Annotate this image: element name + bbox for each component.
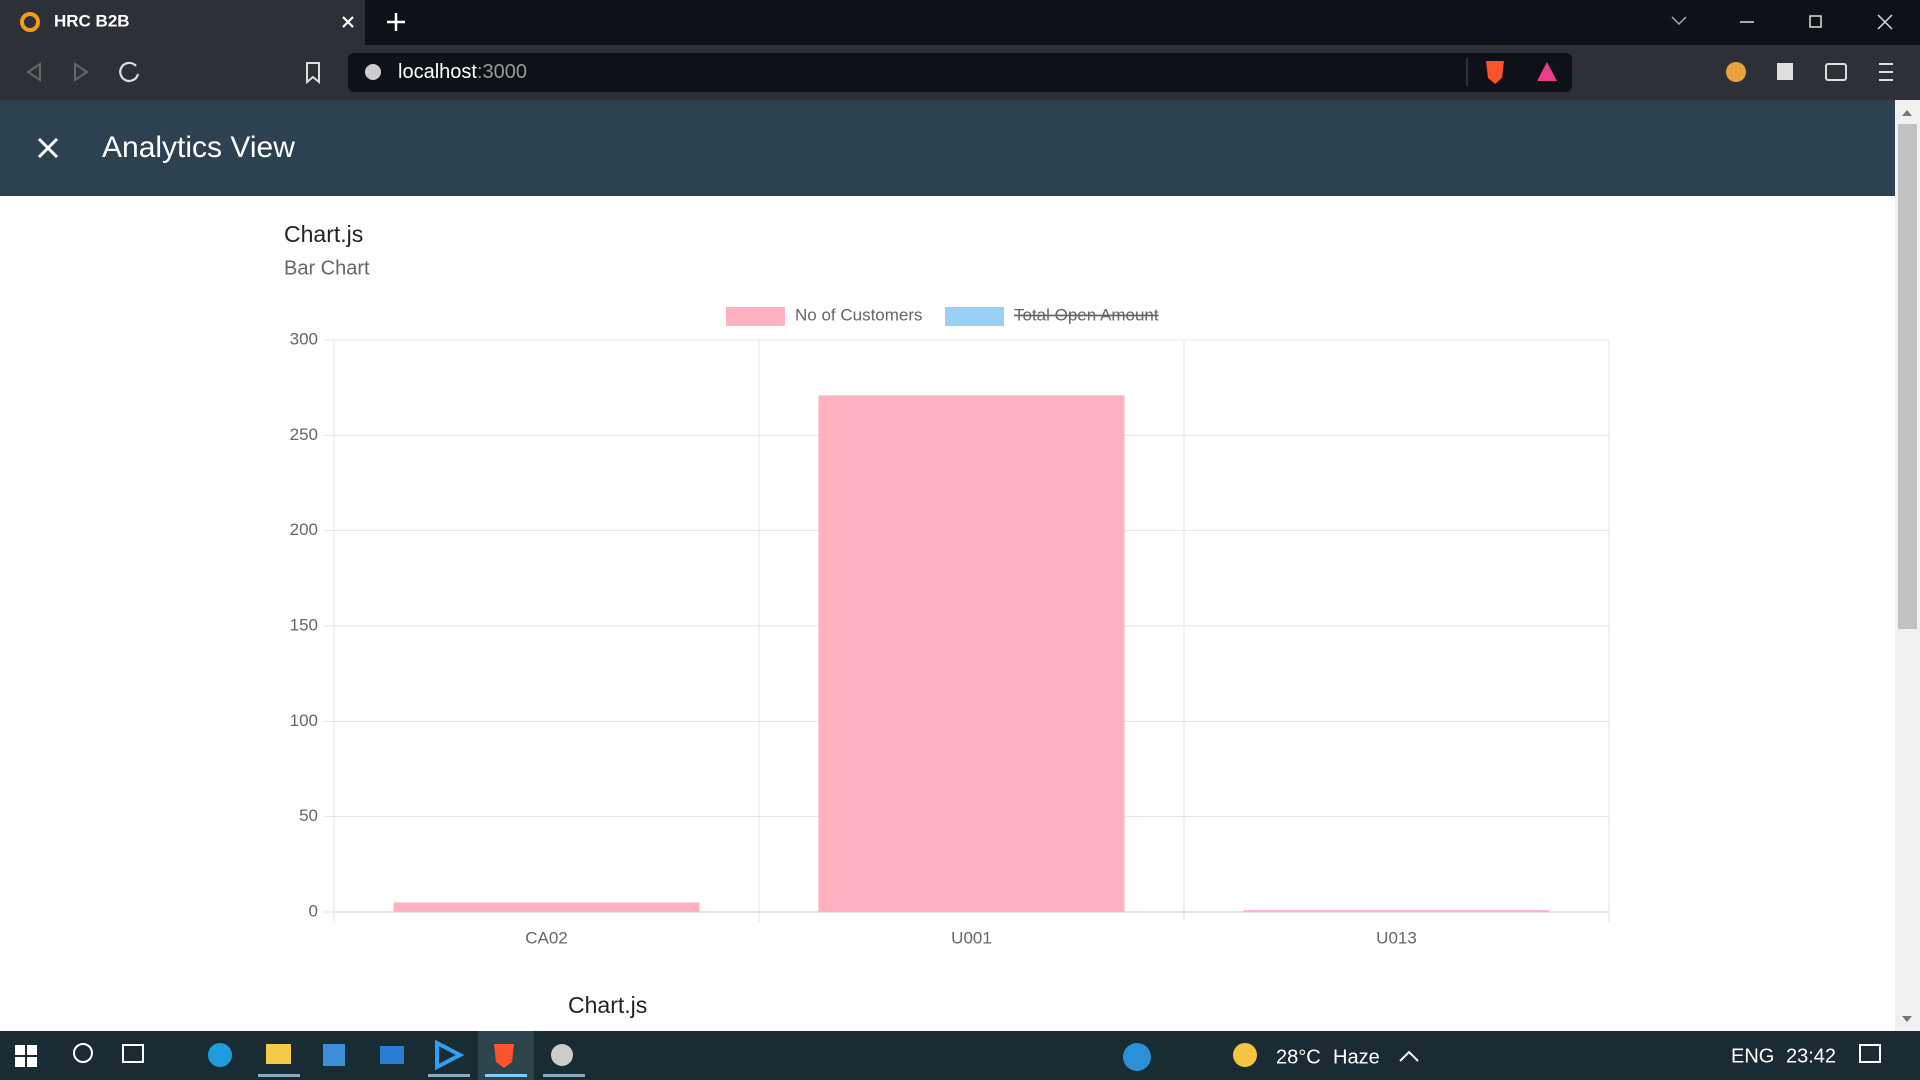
running bbox=[428, 1074, 470, 1077]
x-tick-label: U013 bbox=[1376, 928, 1417, 947]
y-tick-label: 200 bbox=[290, 520, 318, 539]
weather-icon bbox=[1233, 1043, 1257, 1067]
running bbox=[485, 1074, 527, 1077]
tab-favicon bbox=[20, 12, 40, 32]
taskbar-text: 28°C Haze ENG 23:42 bbox=[1276, 1045, 1836, 1068]
x-tick-label: CA02 bbox=[525, 928, 568, 947]
extension-icon[interactable] bbox=[1726, 62, 1746, 82]
next-chart-title: Chart.js bbox=[568, 992, 647, 1018]
url-host: localhost bbox=[398, 61, 477, 83]
brave[interactable] bbox=[494, 1044, 514, 1068]
chart-subtitle: Bar Chart bbox=[284, 257, 370, 279]
legend-label[interactable]: Total Open Amount bbox=[1014, 305, 1159, 324]
explorer[interactable] bbox=[266, 1044, 291, 1064]
y-tick-label: 300 bbox=[290, 329, 318, 348]
chart-title: Chart.js bbox=[284, 221, 363, 247]
close-window[interactable] bbox=[1877, 14, 1893, 30]
scroll-down[interactable] bbox=[1902, 1016, 1912, 1022]
edge[interactable] bbox=[208, 1043, 232, 1067]
reload[interactable] bbox=[119, 61, 140, 83]
mail[interactable] bbox=[380, 1046, 404, 1064]
weather[interactable]: Haze bbox=[1333, 1046, 1380, 1068]
start-button[interactable] bbox=[15, 1045, 37, 1067]
y-tick-label: 150 bbox=[290, 615, 318, 634]
forward[interactable] bbox=[74, 62, 89, 82]
y-tick-label: 250 bbox=[290, 425, 318, 444]
running bbox=[543, 1074, 585, 1077]
wallet[interactable] bbox=[1825, 63, 1847, 81]
app-header bbox=[0, 100, 1895, 196]
active-tab[interactable] bbox=[0, 0, 365, 45]
url: localhost:3000 bbox=[398, 61, 527, 83]
brave-rewards[interactable] bbox=[1537, 62, 1557, 81]
bar bbox=[818, 395, 1125, 912]
scroll-thumb[interactable] bbox=[1898, 124, 1917, 629]
running bbox=[258, 1074, 300, 1077]
bar bbox=[393, 902, 700, 912]
search[interactable] bbox=[73, 1043, 93, 1063]
notifications[interactable] bbox=[1859, 1044, 1881, 1063]
tab-close[interactable] bbox=[342, 16, 354, 28]
site-info[interactable] bbox=[365, 64, 381, 80]
tray-expand[interactable] bbox=[1399, 1050, 1419, 1062]
menu[interactable] bbox=[1879, 63, 1893, 81]
bar bbox=[1243, 910, 1550, 912]
temperature[interactable]: 28°C bbox=[1276, 1046, 1321, 1068]
back[interactable] bbox=[26, 62, 41, 82]
y-tick-label: 0 bbox=[309, 901, 318, 920]
task-view[interactable] bbox=[122, 1044, 144, 1063]
chart: Chart.js Bar Chart 0 50 100 150 200 250 300 No … bbox=[284, 221, 1610, 947]
store[interactable] bbox=[323, 1044, 345, 1066]
x-tick-label: U001 bbox=[951, 928, 992, 947]
vscode[interactable] bbox=[435, 1039, 465, 1071]
y-tick-label: 50 bbox=[299, 806, 318, 825]
tab-search[interactable] bbox=[1671, 16, 1687, 26]
extensions[interactable] bbox=[1777, 63, 1793, 80]
header-title: Analytics View bbox=[102, 131, 295, 164]
new-tab[interactable] bbox=[387, 13, 405, 31]
bookmark[interactable] bbox=[306, 62, 320, 85]
help[interactable] bbox=[1123, 1043, 1151, 1071]
brave-shield[interactable] bbox=[1486, 61, 1504, 84]
legend-label[interactable]: No of Customers bbox=[795, 305, 923, 324]
taskbar bbox=[0, 1031, 1920, 1080]
address-field[interactable] bbox=[348, 53, 1572, 92]
restore[interactable] bbox=[1809, 15, 1822, 28]
language[interactable]: ENG bbox=[1731, 1045, 1774, 1067]
tab-title: HRC B2B bbox=[54, 11, 130, 30]
clock[interactable]: 23:42 bbox=[1786, 1045, 1836, 1067]
legend-swatch bbox=[945, 307, 1004, 326]
y-tick-label: 100 bbox=[290, 711, 318, 730]
settings[interactable] bbox=[551, 1044, 573, 1066]
url-port: :3000 bbox=[477, 61, 527, 83]
close-view[interactable] bbox=[37, 137, 59, 159]
scroll-up[interactable] bbox=[1902, 110, 1912, 116]
legend-swatch bbox=[726, 307, 785, 326]
